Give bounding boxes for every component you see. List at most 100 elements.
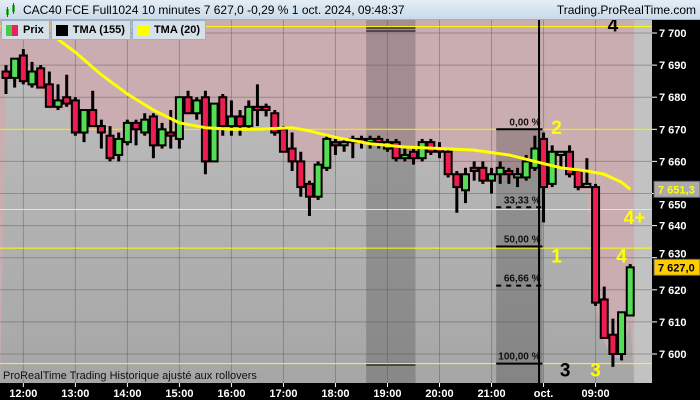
wave-label: 3 (560, 360, 571, 381)
wave-label: 4 (608, 20, 619, 36)
candle (556, 150, 566, 168)
candle-body-down (478, 166, 488, 182)
candle-body-down (443, 150, 453, 176)
lower-area (0, 81, 635, 383)
candle-body-down (252, 105, 262, 112)
title-bar: CAC40 FCE Full1024 10 minutes 7 627,0 -0… (0, 0, 700, 20)
tma20-line (57, 38, 632, 191)
candle (70, 97, 80, 136)
candle (469, 161, 479, 181)
candle-body-up (157, 128, 167, 147)
candle (96, 119, 106, 149)
time-tick-label: 14:00 (113, 388, 141, 400)
price-chart[interactable]: 0,00 % 33,33 % 50,00 % 66,66 % 100,00 % 2 1 3 3 4… (0, 20, 700, 400)
tma20-swatch (136, 24, 149, 36)
price-tick-label: 7 610 (659, 317, 687, 329)
candle-body-down (96, 125, 106, 134)
candle-body-up (313, 163, 323, 198)
candle-body-down (62, 96, 72, 105)
candle (244, 100, 254, 130)
candle-body-up (10, 57, 20, 79)
candle (18, 49, 28, 85)
candle (313, 161, 323, 200)
legend-item-prix[interactable]: Prix (1, 20, 50, 40)
candle (391, 138, 401, 162)
candle (374, 135, 384, 149)
wave-label: 3 (590, 360, 601, 381)
candle-body-up (461, 173, 471, 192)
candle-body-down (261, 105, 271, 112)
candle (200, 90, 210, 175)
tma155-swatch (55, 24, 68, 36)
candle (62, 74, 72, 107)
fibonacci-level-label: 33,33 % (504, 195, 541, 206)
candle (573, 170, 583, 191)
candle-body-up (244, 105, 254, 128)
legend-item-tma155[interactable]: TMA (155) (50, 20, 131, 40)
candle (183, 90, 193, 115)
candle-body-down (504, 170, 514, 176)
candle (296, 151, 306, 197)
highlight-band (366, 20, 416, 383)
wave-label: 1 (551, 246, 562, 267)
candle-body-up (513, 173, 523, 179)
price-badge (653, 258, 700, 276)
candle (278, 126, 288, 153)
candle (322, 135, 332, 172)
time-tick-label: 18:00 (321, 388, 349, 400)
price-axis (652, 20, 700, 400)
candle (114, 132, 124, 162)
candle (617, 311, 627, 361)
time-axis (0, 383, 700, 400)
candle-body-up (417, 141, 427, 160)
price-tick-label: 7 680 (659, 92, 687, 104)
candle-body-up (495, 166, 505, 176)
candle-body-up (122, 121, 132, 144)
candle-body-up (140, 118, 150, 134)
candle-body-down (183, 96, 193, 115)
fibonacci-level-label: 0,00 % (509, 117, 540, 128)
candle (192, 97, 202, 120)
candle-body-down (1, 70, 11, 79)
candle-body-down (18, 54, 28, 83)
candle-body-down (166, 131, 176, 137)
candle (53, 84, 63, 111)
candle-body-down (565, 150, 575, 176)
candle-body-down (608, 333, 618, 355)
price-badge-label: 7 651,3 (658, 184, 695, 196)
candle-body-down (36, 67, 46, 89)
candle-body-down (304, 182, 314, 198)
candle (122, 119, 132, 146)
candle (513, 167, 523, 188)
candle (252, 84, 262, 127)
candle (105, 126, 115, 162)
candle-body-down (573, 170, 583, 189)
candle-body-down (105, 134, 115, 160)
fibonacci-level-label: 66,66 % (504, 274, 541, 285)
candle (10, 57, 20, 88)
candle-body-up (322, 137, 332, 169)
price-tick-label: 7 600 (659, 349, 687, 361)
candle (582, 158, 592, 189)
candle (235, 110, 245, 136)
time-tick-label: 19:00 (373, 388, 401, 400)
site-label[interactable]: Trading.ProRealTime.com (556, 3, 696, 17)
price-badge-label: 7 627,0 (658, 262, 695, 274)
chart-title: CAC40 FCE Full1024 10 minutes 7 627,0 -0… (23, 3, 405, 17)
wave-label: 4 (616, 246, 627, 267)
price-badge (653, 180, 700, 198)
candle-body-up (625, 266, 635, 317)
candle-body-down (270, 112, 280, 134)
legend-item-tma20[interactable]: TMA (20) (131, 20, 206, 40)
plot-area: 0,00 % 33,33 % 50,00 % 66,66 % 100,00 % 2 1 3 3 4… (0, 20, 652, 383)
candle (27, 61, 37, 88)
legend-label: Prix (23, 24, 44, 36)
fibonacci-level-label: 50,00 % (504, 234, 541, 245)
candle (365, 135, 375, 149)
time-tick-label: 20:00 (425, 388, 453, 400)
price-tick-label: 7 670 (659, 124, 687, 136)
candle (330, 138, 340, 155)
price-tick-label: 7 640 (659, 221, 687, 233)
price-tick-label: 7 700 (659, 28, 687, 40)
price-tick-label: 7 660 (659, 156, 687, 168)
